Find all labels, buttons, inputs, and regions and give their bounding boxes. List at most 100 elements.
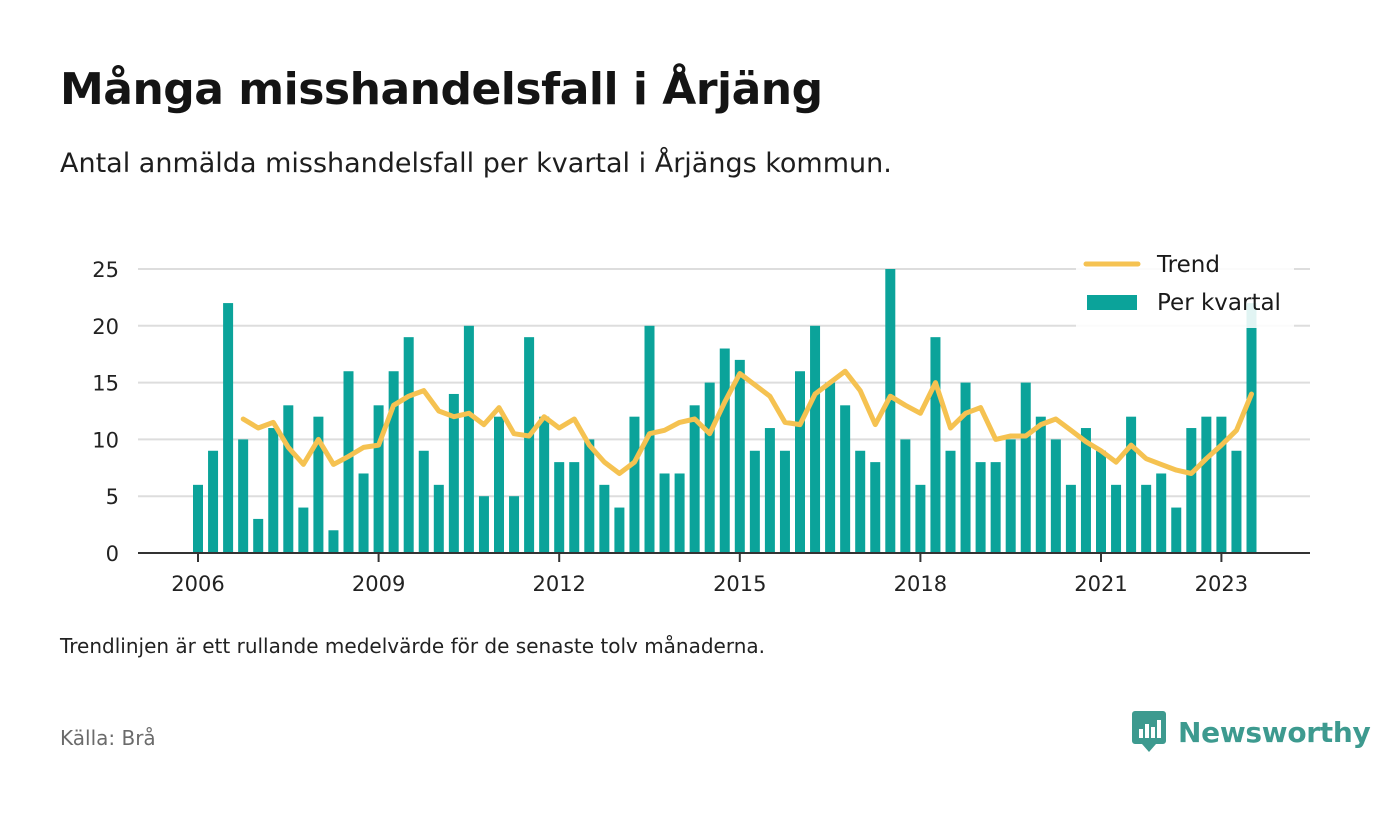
brand-name: Newsworthy bbox=[1178, 715, 1371, 749]
bar bbox=[539, 416, 550, 553]
bar bbox=[1065, 484, 1076, 553]
bar bbox=[1201, 416, 1212, 553]
bar bbox=[343, 371, 354, 553]
bar bbox=[900, 439, 911, 553]
bar bbox=[990, 462, 1001, 553]
bar bbox=[629, 416, 640, 553]
bar bbox=[659, 473, 670, 553]
chart-note: Trendlinjen är ett rullande medelvärde f… bbox=[60, 634, 766, 658]
bar bbox=[1171, 507, 1182, 553]
bar bbox=[1126, 416, 1137, 553]
y-tick-label: 25 bbox=[92, 258, 119, 282]
bar bbox=[930, 337, 941, 553]
bar bbox=[494, 416, 504, 553]
y-tick-label: 5 bbox=[106, 485, 119, 509]
newsworthy-logo-icon bbox=[1132, 711, 1166, 752]
bar bbox=[418, 450, 429, 553]
bar bbox=[704, 382, 715, 553]
bar bbox=[328, 530, 339, 553]
legend-bar-swatch bbox=[1087, 295, 1137, 310]
bar bbox=[223, 303, 234, 553]
bar bbox=[674, 473, 685, 553]
bar bbox=[689, 405, 700, 553]
bar bbox=[1080, 428, 1091, 553]
bar bbox=[734, 359, 745, 553]
trend-line bbox=[240, 368, 1254, 476]
bar bbox=[1050, 439, 1061, 553]
chart: 0 5 10 15 20 25 2006 2009 2012 2015 2018 2021 2023 T… bbox=[92, 248, 1310, 596]
axes: 0 5 10 15 20 25 2006 2009 2012 2015 2018 2021 2023 bbox=[92, 258, 1310, 596]
bar bbox=[584, 439, 595, 553]
bar bbox=[1156, 473, 1167, 553]
bar bbox=[1216, 416, 1227, 553]
bar bbox=[253, 518, 264, 553]
bar bbox=[614, 507, 625, 553]
legend-background bbox=[1076, 248, 1294, 328]
bar bbox=[779, 450, 790, 553]
bar bbox=[945, 450, 956, 553]
bar bbox=[208, 450, 219, 553]
x-tick-label: 2012 bbox=[532, 572, 585, 596]
bar bbox=[1020, 382, 1031, 553]
trend-series bbox=[240, 368, 1254, 476]
x-tick-label: 2009 bbox=[352, 572, 405, 596]
bar bbox=[193, 484, 203, 553]
x-tick-label: 2015 bbox=[713, 572, 766, 596]
bar bbox=[433, 484, 444, 553]
bar-series bbox=[193, 269, 1257, 553]
bar bbox=[298, 507, 309, 553]
bar bbox=[373, 405, 384, 553]
bar bbox=[795, 371, 805, 553]
bar bbox=[825, 382, 836, 553]
bar bbox=[1186, 428, 1197, 553]
bar bbox=[855, 450, 866, 553]
bar bbox=[283, 405, 294, 553]
bar bbox=[388, 371, 399, 553]
bar bbox=[1246, 303, 1257, 553]
chart-source: Källa: Brå bbox=[60, 726, 156, 750]
x-tick-label: 2018 bbox=[894, 572, 947, 596]
bar bbox=[238, 439, 249, 553]
bar bbox=[1096, 450, 1106, 553]
bar bbox=[1005, 439, 1016, 553]
bar bbox=[840, 405, 851, 553]
bar bbox=[719, 348, 730, 553]
y-tick-label: 20 bbox=[92, 315, 119, 339]
bar bbox=[764, 428, 775, 553]
bar bbox=[524, 337, 535, 553]
bar bbox=[870, 462, 881, 553]
bar bbox=[810, 325, 821, 553]
brand-logo: Newsworthy bbox=[1132, 710, 1371, 754]
bar bbox=[358, 473, 369, 553]
y-tick-label: 0 bbox=[106, 542, 119, 566]
bar bbox=[569, 462, 580, 553]
bar bbox=[554, 462, 565, 553]
bar bbox=[975, 462, 986, 553]
x-tick-label: 2021 bbox=[1074, 572, 1127, 596]
y-tick-label: 10 bbox=[92, 428, 119, 452]
legend-bar-label: Per kvartal bbox=[1157, 290, 1281, 316]
bar bbox=[749, 450, 760, 553]
bar bbox=[478, 496, 489, 553]
bar bbox=[885, 269, 896, 553]
bar bbox=[448, 393, 459, 553]
legend-trend-label: Trend bbox=[1156, 252, 1220, 278]
bar bbox=[599, 484, 610, 553]
bar bbox=[1231, 450, 1242, 553]
chart-title: Många misshandelsfall i Årjäng bbox=[60, 64, 823, 115]
bar bbox=[644, 325, 655, 553]
x-tick-label: 2006 bbox=[171, 572, 224, 596]
bar bbox=[960, 382, 971, 553]
x-tick-label: 2023 bbox=[1195, 572, 1248, 596]
bar bbox=[1111, 484, 1122, 553]
bar bbox=[509, 496, 520, 553]
bar bbox=[403, 337, 414, 553]
legend: Trend Per kvartal bbox=[1076, 248, 1294, 328]
bar bbox=[1141, 484, 1152, 553]
y-tick-label: 15 bbox=[92, 372, 119, 396]
chart-subtitle: Antal anmälda misshandelsfall per kvarta… bbox=[60, 148, 892, 179]
bar bbox=[1035, 416, 1046, 553]
bar bbox=[313, 416, 324, 553]
bar bbox=[268, 428, 279, 553]
bar bbox=[915, 484, 926, 553]
